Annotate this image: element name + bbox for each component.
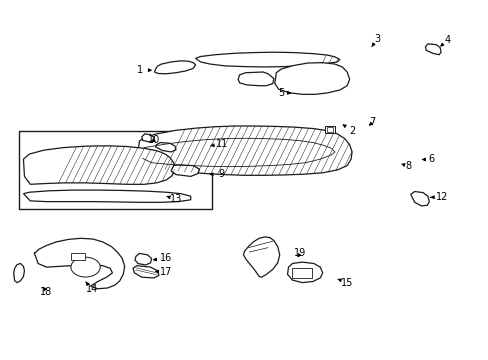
Text: 13: 13: [166, 194, 182, 204]
Text: 19: 19: [293, 248, 306, 258]
Polygon shape: [287, 262, 322, 283]
Polygon shape: [14, 264, 24, 283]
Text: 2: 2: [343, 125, 354, 136]
Polygon shape: [195, 52, 339, 67]
Polygon shape: [243, 237, 279, 277]
Polygon shape: [138, 126, 351, 175]
Polygon shape: [155, 143, 176, 152]
Text: 14: 14: [85, 282, 98, 294]
Text: 11: 11: [210, 139, 228, 149]
Polygon shape: [238, 72, 273, 86]
Text: 15: 15: [337, 278, 353, 288]
Text: 16: 16: [153, 253, 172, 263]
Polygon shape: [34, 238, 124, 289]
Text: 6: 6: [422, 154, 433, 165]
Bar: [19, 131, 211, 209]
Text: 7: 7: [369, 117, 375, 127]
Polygon shape: [23, 146, 175, 184]
Text: 8: 8: [401, 161, 411, 171]
Bar: [292, 268, 311, 278]
Polygon shape: [133, 266, 159, 278]
Bar: [325, 126, 334, 133]
Text: 10: 10: [147, 135, 160, 145]
Polygon shape: [410, 192, 428, 206]
Polygon shape: [135, 253, 151, 265]
Text: 9: 9: [210, 169, 224, 179]
Polygon shape: [142, 134, 154, 142]
Polygon shape: [23, 190, 190, 202]
Bar: [71, 253, 84, 260]
Text: 5: 5: [278, 88, 290, 98]
Ellipse shape: [71, 257, 100, 277]
Text: 4: 4: [440, 35, 450, 46]
Text: 18: 18: [40, 287, 53, 297]
Polygon shape: [171, 165, 199, 176]
Polygon shape: [154, 61, 195, 74]
Text: 17: 17: [155, 267, 172, 277]
Polygon shape: [274, 63, 349, 94]
Text: 3: 3: [371, 34, 380, 47]
Text: 1: 1: [137, 65, 151, 75]
Text: 12: 12: [430, 192, 448, 202]
Polygon shape: [425, 44, 440, 55]
Bar: [326, 127, 332, 132]
